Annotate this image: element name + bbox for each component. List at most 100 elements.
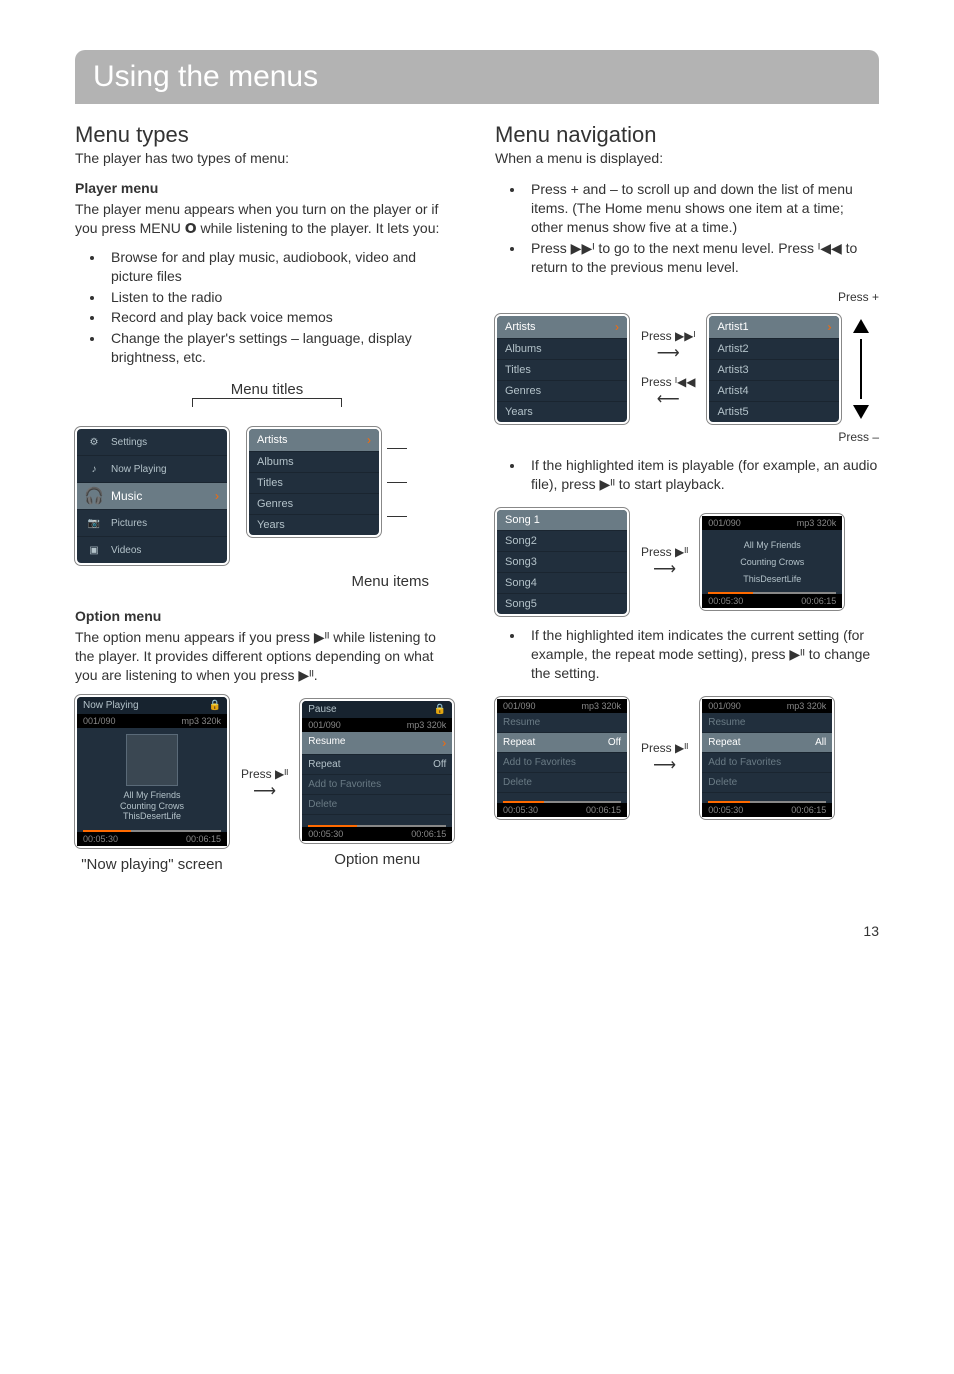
headphones-icon: 🎧 <box>85 487 103 505</box>
option-panel: Pause🔒 001/090mp3 320k Resume› RepeatOff… <box>300 699 454 843</box>
progress-bar <box>83 830 221 832</box>
list-row: Titles <box>497 360 627 381</box>
list-row: Artist5 <box>709 402 839 422</box>
list-row-label: Artist1 <box>717 321 748 333</box>
player-menu-body: The player menu appears when you turn on… <box>75 200 459 238</box>
opt-idx: 001/090 <box>503 701 536 711</box>
progress-bar <box>708 592 836 594</box>
track-name: Counting Crows <box>708 557 836 568</box>
np-tracks: All My Friends Counting Crows ThisDesert… <box>708 540 836 584</box>
menu-types-heading: Menu types <box>75 122 459 148</box>
list-row: Song4 <box>497 573 627 594</box>
opt-t1: 00:05:30 <box>308 829 343 839</box>
option-menu-title: Option menu <box>75 608 459 624</box>
opt-row: Add to Favorites <box>497 753 627 773</box>
np-idx: 001/090 <box>708 518 741 528</box>
home-row-nowplaying: ♪Now Playing <box>77 456 227 483</box>
opt-row-label: Repeat <box>308 759 340 770</box>
track-name: ThisDesertLife <box>708 574 836 585</box>
bullet-item: Listen to the radio <box>105 288 459 307</box>
opt-fmt: mp3 320k <box>787 701 827 711</box>
opt-fmt: mp3 320k <box>581 701 621 711</box>
list-row: Artists › <box>497 316 627 339</box>
np-header-label: Now Playing <box>83 700 139 711</box>
song-list-panel: Song 1 Song2 Song3 Song4 Song5 <box>495 508 629 616</box>
np-t1: 00:05:30 <box>83 834 118 844</box>
press-prev-label: Press ᴵ◀◀ <box>641 375 695 389</box>
opt-row: Repeat Off <box>302 755 452 775</box>
list-row: Albums <box>249 452 379 473</box>
list-row: Song2 <box>497 531 627 552</box>
opt-idx: 001/090 <box>308 720 341 730</box>
arrow-right-icon: ⟶ <box>641 755 688 775</box>
arrow-right-icon: ⟶ <box>241 781 288 801</box>
list-row: Titles <box>249 473 379 494</box>
list-row: Song3 <box>497 552 627 573</box>
nav-levels-figure: Artists› Albums Titles Genres Years Pres… <box>495 314 879 424</box>
list-row: Artist4 <box>709 381 839 402</box>
opt-row-label: Repeat <box>708 737 740 748</box>
playback-figure: Song 1 Song2 Song3 Song4 Song5 Press ▶ᴵᴵ… <box>495 508 879 616</box>
music-list-panel: Artists› Albums Titles Genres Years <box>247 427 381 537</box>
bullet-item: Change the player's settings – language,… <box>105 329 459 367</box>
np-t2: 00:06:15 <box>186 834 221 844</box>
np-t1: 00:05:30 <box>708 596 743 606</box>
list-row: Artist2 <box>709 339 839 360</box>
list-row: Years <box>249 515 379 535</box>
np-track-index: 001/090 <box>83 716 116 726</box>
press-minus-label: Press – <box>495 430 879 444</box>
chevron-right-icon: › <box>827 320 831 334</box>
pointer-line <box>387 448 407 449</box>
list-row: Artist3 <box>709 360 839 381</box>
list-row: Song5 <box>497 594 627 614</box>
list-row: Albums <box>497 339 627 360</box>
home-row-label: Now Playing <box>111 464 167 475</box>
np-tracks: All My Friends Counting Crows ThisDesert… <box>83 790 221 822</box>
press-play-label: Press ▶ᴵᴵ <box>641 545 688 559</box>
opt-row: Delete <box>497 773 627 793</box>
opt-panel-left: 001/090mp3 320k Resume RepeatOff Add to … <box>495 697 629 819</box>
np-track-fmt: mp3 320k <box>181 716 221 726</box>
opt-t1: 00:05:30 <box>708 805 743 815</box>
home-row-label: Music <box>111 489 142 503</box>
now-playing-panel-2: 001/090 mp3 320k All My Friends Counting … <box>700 514 844 610</box>
opt-row: Delete <box>302 795 452 815</box>
nav-bullets-3: If the highlighted item indicates the cu… <box>495 626 879 683</box>
bullet-item: If the highlighted item indicates the cu… <box>525 626 879 683</box>
opt-idx: 001/090 <box>708 701 741 711</box>
home-row-label: Pictures <box>111 518 147 529</box>
opt-row: Delete <box>702 773 832 793</box>
camera-icon: 📷 <box>85 514 103 532</box>
home-row-label: Settings <box>111 437 147 448</box>
album-art <box>126 734 178 786</box>
chevron-right-icon: › <box>615 320 619 334</box>
bullet-item: Browse for and play music, audiobook, vi… <box>105 248 459 286</box>
opt-row: Resume <box>497 713 627 733</box>
plus-minus-arrows <box>853 319 869 419</box>
opt-row-value: Off <box>433 759 446 770</box>
list-row: Artists› <box>249 429 379 452</box>
menu-nav-intro: When a menu is displayed: <box>495 150 879 166</box>
arrow-left-icon: ⟵ <box>641 389 695 409</box>
opt-fmt: mp3 320k <box>407 720 447 730</box>
progress-bar <box>308 825 446 827</box>
chevron-right-icon: › <box>367 433 371 447</box>
press-plus-label: Press + <box>495 290 879 304</box>
list-row-label: Artists <box>505 321 536 333</box>
home-menu-panel: ⚙Settings ♪Now Playing 🎧Music› 📷Pictures… <box>75 427 229 565</box>
video-icon: ▣ <box>85 541 103 559</box>
right-column: Menu navigation When a menu is displayed… <box>495 122 879 883</box>
page-header: Using the menus <box>75 50 879 104</box>
opt-header-label: Pause <box>308 704 336 715</box>
np-fmt: mp3 320k <box>797 518 837 528</box>
now-playing-panel: Now Playing🔒 001/090mp3 320k All My Frie… <box>75 695 229 848</box>
list-row: Song 1 <box>497 510 627 531</box>
list-row: Genres <box>249 494 379 515</box>
press-play-label: Press ▶ᴵᴵ <box>241 767 288 781</box>
menu-nav-heading: Menu navigation <box>495 122 879 148</box>
opt-t1: 00:05:30 <box>503 805 538 815</box>
opt-row: Add to Favorites <box>302 775 452 795</box>
nav-bullets: Press + and – to scroll up and down the … <box>495 180 879 276</box>
menu-types-intro: The player has two types of menu: <box>75 150 459 166</box>
now-playing-caption: "Now playing" screen <box>75 856 229 873</box>
